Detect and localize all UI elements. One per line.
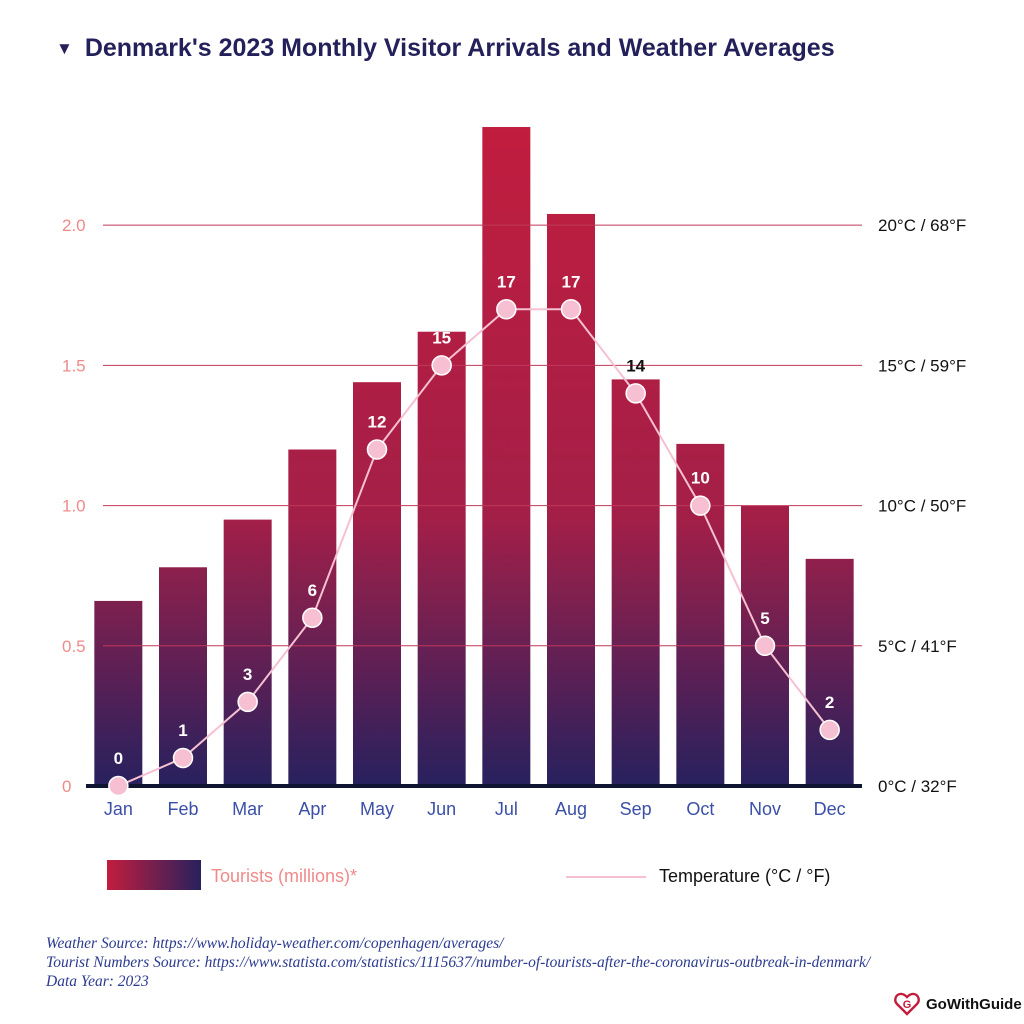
sources-block: Weather Source: https://www.holiday-weat… [46,934,1006,991]
gowithguide-logo-icon: G [894,992,920,1016]
temperature-point [172,747,194,769]
temperature-value-label: 3 [243,665,252,684]
legend-tourists-swatch [107,860,201,890]
month-label: Aug [555,799,587,819]
temperature-point [237,691,258,713]
bar-sep [611,379,660,786]
bar-jul [482,127,531,787]
brand-name: GoWithGuide [926,995,1022,1013]
temperature-value-label: 17 [497,272,516,291]
temperature-point [496,299,517,320]
temperature-value-label: 17 [562,272,581,291]
right-tick-label: 0°C / 32°F [878,777,957,796]
month-label: Sep [620,799,652,819]
svg-text:G: G [903,999,912,1011]
temperature-point [366,439,388,460]
month-label: Jul [495,799,518,819]
data-year: Data Year: 2023 [46,973,149,990]
temperature-point [302,607,323,628]
temperature-line [117,308,831,787]
chart-title: Denmark's 2023 Monthly Visitor Arrivals … [84,34,835,62]
temperature-point [431,355,452,376]
temperature-point [754,635,776,657]
temperature-point [108,775,129,797]
temperature-value-label: 1 [178,721,187,740]
month-label: Oct [686,799,714,819]
temperature-value-label: 12 [368,413,387,432]
legend-temperature-line [566,876,646,878]
tourist-source: Tourist Numbers Source: https://www.stat… [46,954,871,971]
month-label: Jun [427,799,456,819]
temperature-value-label: 5 [760,609,769,628]
temperature-value-label: 14 [626,356,645,375]
right-tick-label: 10°C / 50°F [878,497,966,516]
left-tick-label: 1.0 [62,497,86,516]
left-tick-label: 0.5 [62,637,86,656]
left-tick-label: 1.5 [62,356,86,375]
chart-svg: 0 0.5 1.0 1.5 2.0 0°C / 32°F 5°C / 41°F 10°C / … [62,127,966,819]
triangle-down-icon: ▼ [56,38,73,58]
right-tick-label: 20°C / 68°F [878,216,966,235]
month-label: Apr [298,799,326,819]
bar-jan [94,600,143,786]
chart-title-row: ▼ Denmark's 2023 Monthly Visitor Arrival… [56,34,835,63]
bar-mar [223,519,272,786]
left-tick-label: 0 [62,777,71,796]
month-label: Jan [104,799,133,819]
left-tick-label: 2.0 [62,216,86,235]
right-tick-label: 5°C / 41°F [878,637,957,656]
weather-source: Weather Source: https://www.holiday-weat… [46,935,504,952]
temperature-point [690,495,711,516]
temperature-value-label: 6 [308,581,317,600]
bar-dec [805,558,854,786]
month-label: Mar [232,799,263,819]
month-label: Feb [167,799,198,819]
month-label: Nov [749,799,781,819]
brand[interactable]: G GoWithGuide [894,992,1022,1016]
temperature-value-label: 0 [114,749,123,768]
bar-oct [676,443,725,786]
right-tick-label: 15°C / 59°F [878,356,966,375]
bar-jun [417,331,466,786]
temperature-value-label: 15 [432,328,451,347]
temperature-point [560,299,582,320]
month-label: Dec [814,799,846,819]
temperature-value-label: 10 [691,469,710,488]
month-label: May [360,799,394,819]
temperature-point [625,383,646,404]
legend-temperature-label: Temperature (°C / °F) [659,866,831,886]
temperature-value-label: 2 [825,693,834,712]
temperature-point [819,719,840,741]
legend-tourists-label: Tourists (millions)* [211,866,358,886]
